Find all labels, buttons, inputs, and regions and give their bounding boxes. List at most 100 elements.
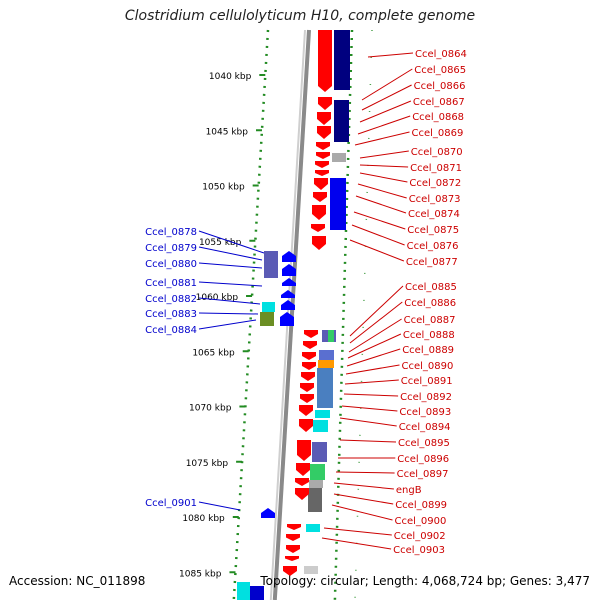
reverse-gene-arrow — [261, 508, 275, 518]
forward-gene-arrow — [299, 405, 313, 416]
scale-tick-label: 1080 kbp — [182, 514, 225, 524]
reverse-gene-label: Ccel_0901 — [145, 498, 197, 509]
cog-block — [308, 488, 322, 512]
forward-gene-arrow — [312, 236, 326, 250]
forward-label-leader — [331, 504, 393, 521]
scale-tick-label: 1075 kbp — [186, 459, 229, 469]
reverse-gene-arrow — [281, 300, 295, 310]
forward-gene-arrow — [316, 142, 330, 150]
forward-label-leader — [339, 439, 397, 443]
forward-gene-arrow — [287, 524, 301, 530]
forward-gene-label: Ccel_0886 — [404, 298, 456, 309]
reverse-gene-arrow — [282, 251, 296, 262]
forward-gene-label: Ccel_0895 — [398, 438, 450, 449]
forward-label-leader — [359, 150, 409, 159]
forward-gene-arrow — [317, 126, 331, 139]
forward-gene-label: Ccel_0896 — [397, 454, 449, 465]
forward-gene-arrow — [295, 488, 309, 500]
cog-block — [310, 464, 325, 480]
forward-label-leader — [335, 471, 395, 474]
forward-gene-arrow — [315, 170, 329, 176]
cog-block — [315, 410, 330, 418]
forward-gene-label: Ccel_0899 — [395, 500, 447, 511]
forward-gene-arrow — [303, 341, 317, 349]
forward-gene-label: Ccel_0889 — [402, 345, 454, 356]
forward-gene-label: Ccel_0875 — [407, 225, 459, 236]
cog-block — [330, 178, 346, 230]
forward-gene-arrow — [300, 383, 314, 392]
forward-gene-arrow — [315, 161, 329, 168]
scale-tick-label: 1065 kbp — [192, 348, 235, 358]
forward-gene-arrow — [302, 352, 316, 360]
forward-gene-arrow — [304, 330, 318, 338]
cog-block — [262, 302, 275, 312]
forward-gene-label: Ccel_0890 — [402, 361, 454, 372]
scale-tick-label: 1055 kbp — [199, 238, 242, 248]
forward-gene-label: Ccel_0897 — [397, 469, 449, 480]
forward-gene-arrow — [301, 372, 315, 381]
forward-label-leader — [359, 100, 412, 123]
forward-gene-label: Ccel_0893 — [399, 407, 451, 418]
cog-block — [250, 586, 264, 600]
forward-gene-label: Ccel_0871 — [410, 163, 462, 174]
cog-block — [304, 566, 318, 574]
forward-gene-arrow — [286, 545, 300, 553]
reverse-gene-label: Ccel_0882 — [145, 294, 197, 305]
forward-label-leader — [357, 115, 411, 135]
forward-gene-arrow — [318, 30, 332, 92]
forward-label-leader — [359, 164, 409, 168]
cog-block — [309, 480, 323, 488]
forward-label-leader — [323, 527, 392, 536]
cog-block — [313, 420, 328, 432]
cog-block — [260, 312, 274, 326]
forward-gene-label: Ccel_0874 — [408, 209, 460, 220]
forward-gene-label: Ccel_0876 — [407, 241, 459, 252]
forward-gene-arrow — [314, 178, 328, 190]
forward-gene-label: Ccel_0867 — [413, 97, 465, 108]
forward-gene-label: Ccel_0892 — [400, 392, 452, 403]
forward-label-leader — [349, 239, 405, 262]
forward-label-leader — [354, 131, 410, 146]
reverse-label-leader — [198, 319, 257, 330]
forward-label-leader — [347, 333, 402, 359]
reverse-label-leader — [198, 312, 259, 315]
forward-label-leader — [333, 482, 394, 490]
forward-gene-label: Ccel_0866 — [414, 81, 466, 92]
forward-label-leader — [361, 84, 412, 111]
forward-label-leader — [343, 393, 399, 397]
forward-gene-label: Ccel_0864 — [415, 49, 467, 60]
cog-block — [334, 100, 349, 142]
forward-gene-label: Ccel_0903 — [393, 545, 445, 556]
reverse-gene-arrow — [282, 264, 296, 276]
forward-gene-arrow — [297, 440, 311, 461]
forward-gene-arrow — [285, 556, 299, 561]
forward-label-leader — [346, 348, 401, 367]
forward-gene-arrow — [286, 534, 300, 541]
reverse-label-leader — [198, 297, 261, 305]
forward-gene-label: Ccel_0869 — [412, 128, 464, 139]
reverse-gene-arrow — [281, 290, 295, 298]
scale-tick-label: 1040 kbp — [209, 72, 252, 82]
forward-gene-arrow — [283, 566, 297, 576]
scale-tick-label: 1085 kbp — [179, 569, 222, 579]
forward-gene-label: Ccel_0900 — [395, 516, 447, 527]
forward-label-leader — [351, 224, 405, 246]
forward-label-leader — [349, 285, 404, 337]
forward-gene-label: Ccel_0870 — [411, 147, 463, 158]
forward-label-leader — [361, 68, 413, 101]
reverse-label-leader — [198, 262, 263, 269]
cog-block — [334, 30, 350, 90]
accession-label: Accession: NC_011898 — [9, 574, 146, 588]
map-title: Clostridium cellulolyticum H10, complete… — [124, 8, 476, 24]
forward-label-leader — [333, 493, 394, 505]
forward-gene-arrow — [313, 192, 327, 202]
forward-gene-label: Ccel_0902 — [394, 531, 446, 542]
reverse-gene-arrow — [280, 312, 294, 326]
forward-gene-label: Ccel_0887 — [404, 315, 456, 326]
forward-gene-arrow — [299, 419, 313, 432]
forward-gene-arrow — [302, 362, 316, 370]
topology-label: Topology: circular; Length: 4,068,724 bp… — [260, 574, 590, 588]
forward-gene-arrow — [311, 224, 325, 232]
forward-gene-label: Ccel_0872 — [409, 178, 461, 189]
